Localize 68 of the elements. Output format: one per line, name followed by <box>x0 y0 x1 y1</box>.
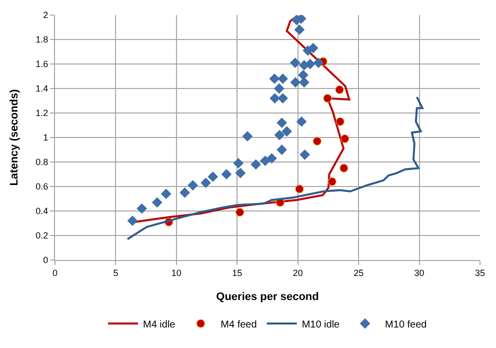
y-tick-label: 0.8 <box>36 157 48 168</box>
point <box>250 159 262 170</box>
point <box>127 216 138 226</box>
point <box>323 94 332 103</box>
point <box>276 118 288 128</box>
y-tick-label: 0 <box>43 255 48 266</box>
point <box>300 149 310 160</box>
y-tick-label: 0.2 <box>36 230 48 241</box>
point <box>276 144 288 155</box>
point <box>160 188 172 200</box>
x-tick-label: 35 <box>474 268 486 278</box>
point <box>313 58 324 68</box>
legend-label: M4 idle <box>143 319 176 330</box>
y-tick-label: 1.6 <box>36 59 48 70</box>
point <box>295 184 304 194</box>
point <box>274 130 285 140</box>
x-tick-label: 0 <box>52 268 58 278</box>
legend-label: M4 feed <box>220 319 257 330</box>
legend-label: M10 idle <box>302 319 340 330</box>
x-tick-label: 25 <box>354 268 364 278</box>
point <box>188 180 198 190</box>
point <box>340 134 350 144</box>
point <box>200 178 212 188</box>
point <box>236 208 244 217</box>
y-tick-label: 2 <box>43 10 48 20</box>
point <box>298 77 310 88</box>
point <box>312 136 322 146</box>
x-tick-label: 5 <box>113 268 118 278</box>
x-tick-label: 30 <box>414 268 424 278</box>
point <box>294 24 305 35</box>
point <box>270 93 280 104</box>
point <box>328 177 336 186</box>
x-axis-title: Queries per second <box>216 291 319 303</box>
x-tick-label: 20 <box>292 268 303 278</box>
point <box>296 116 307 127</box>
y-tick-label: 1.8 <box>36 34 48 45</box>
point <box>278 74 288 84</box>
y-tick-label: 1.2 <box>36 108 48 118</box>
point <box>266 153 277 164</box>
y-axis-title: Latency (seconds) <box>8 88 20 186</box>
y-tick-label: 1.4 <box>36 84 48 94</box>
point <box>180 187 190 198</box>
y-tick-label: 1 <box>43 132 48 143</box>
line-series <box>126 96 424 240</box>
point <box>233 158 244 168</box>
y-tick-label: 0.6 <box>36 182 48 192</box>
point <box>136 203 148 214</box>
x-tick-label: 10 <box>171 268 182 278</box>
point <box>290 58 300 68</box>
point <box>335 85 344 94</box>
point <box>208 172 218 182</box>
point <box>260 156 270 166</box>
point <box>336 117 344 126</box>
point <box>152 197 162 208</box>
legend-label: M10 feed <box>385 319 427 330</box>
point <box>221 169 232 180</box>
point <box>235 168 246 178</box>
point <box>298 70 308 80</box>
point <box>340 164 348 172</box>
x-tick-label: 15 <box>232 268 242 278</box>
point <box>278 93 288 104</box>
point <box>242 131 253 142</box>
point <box>282 126 292 137</box>
point <box>290 77 301 88</box>
point <box>274 83 284 94</box>
y-tick-label: 0.4 <box>36 206 48 216</box>
point <box>269 74 280 84</box>
point <box>308 42 318 54</box>
